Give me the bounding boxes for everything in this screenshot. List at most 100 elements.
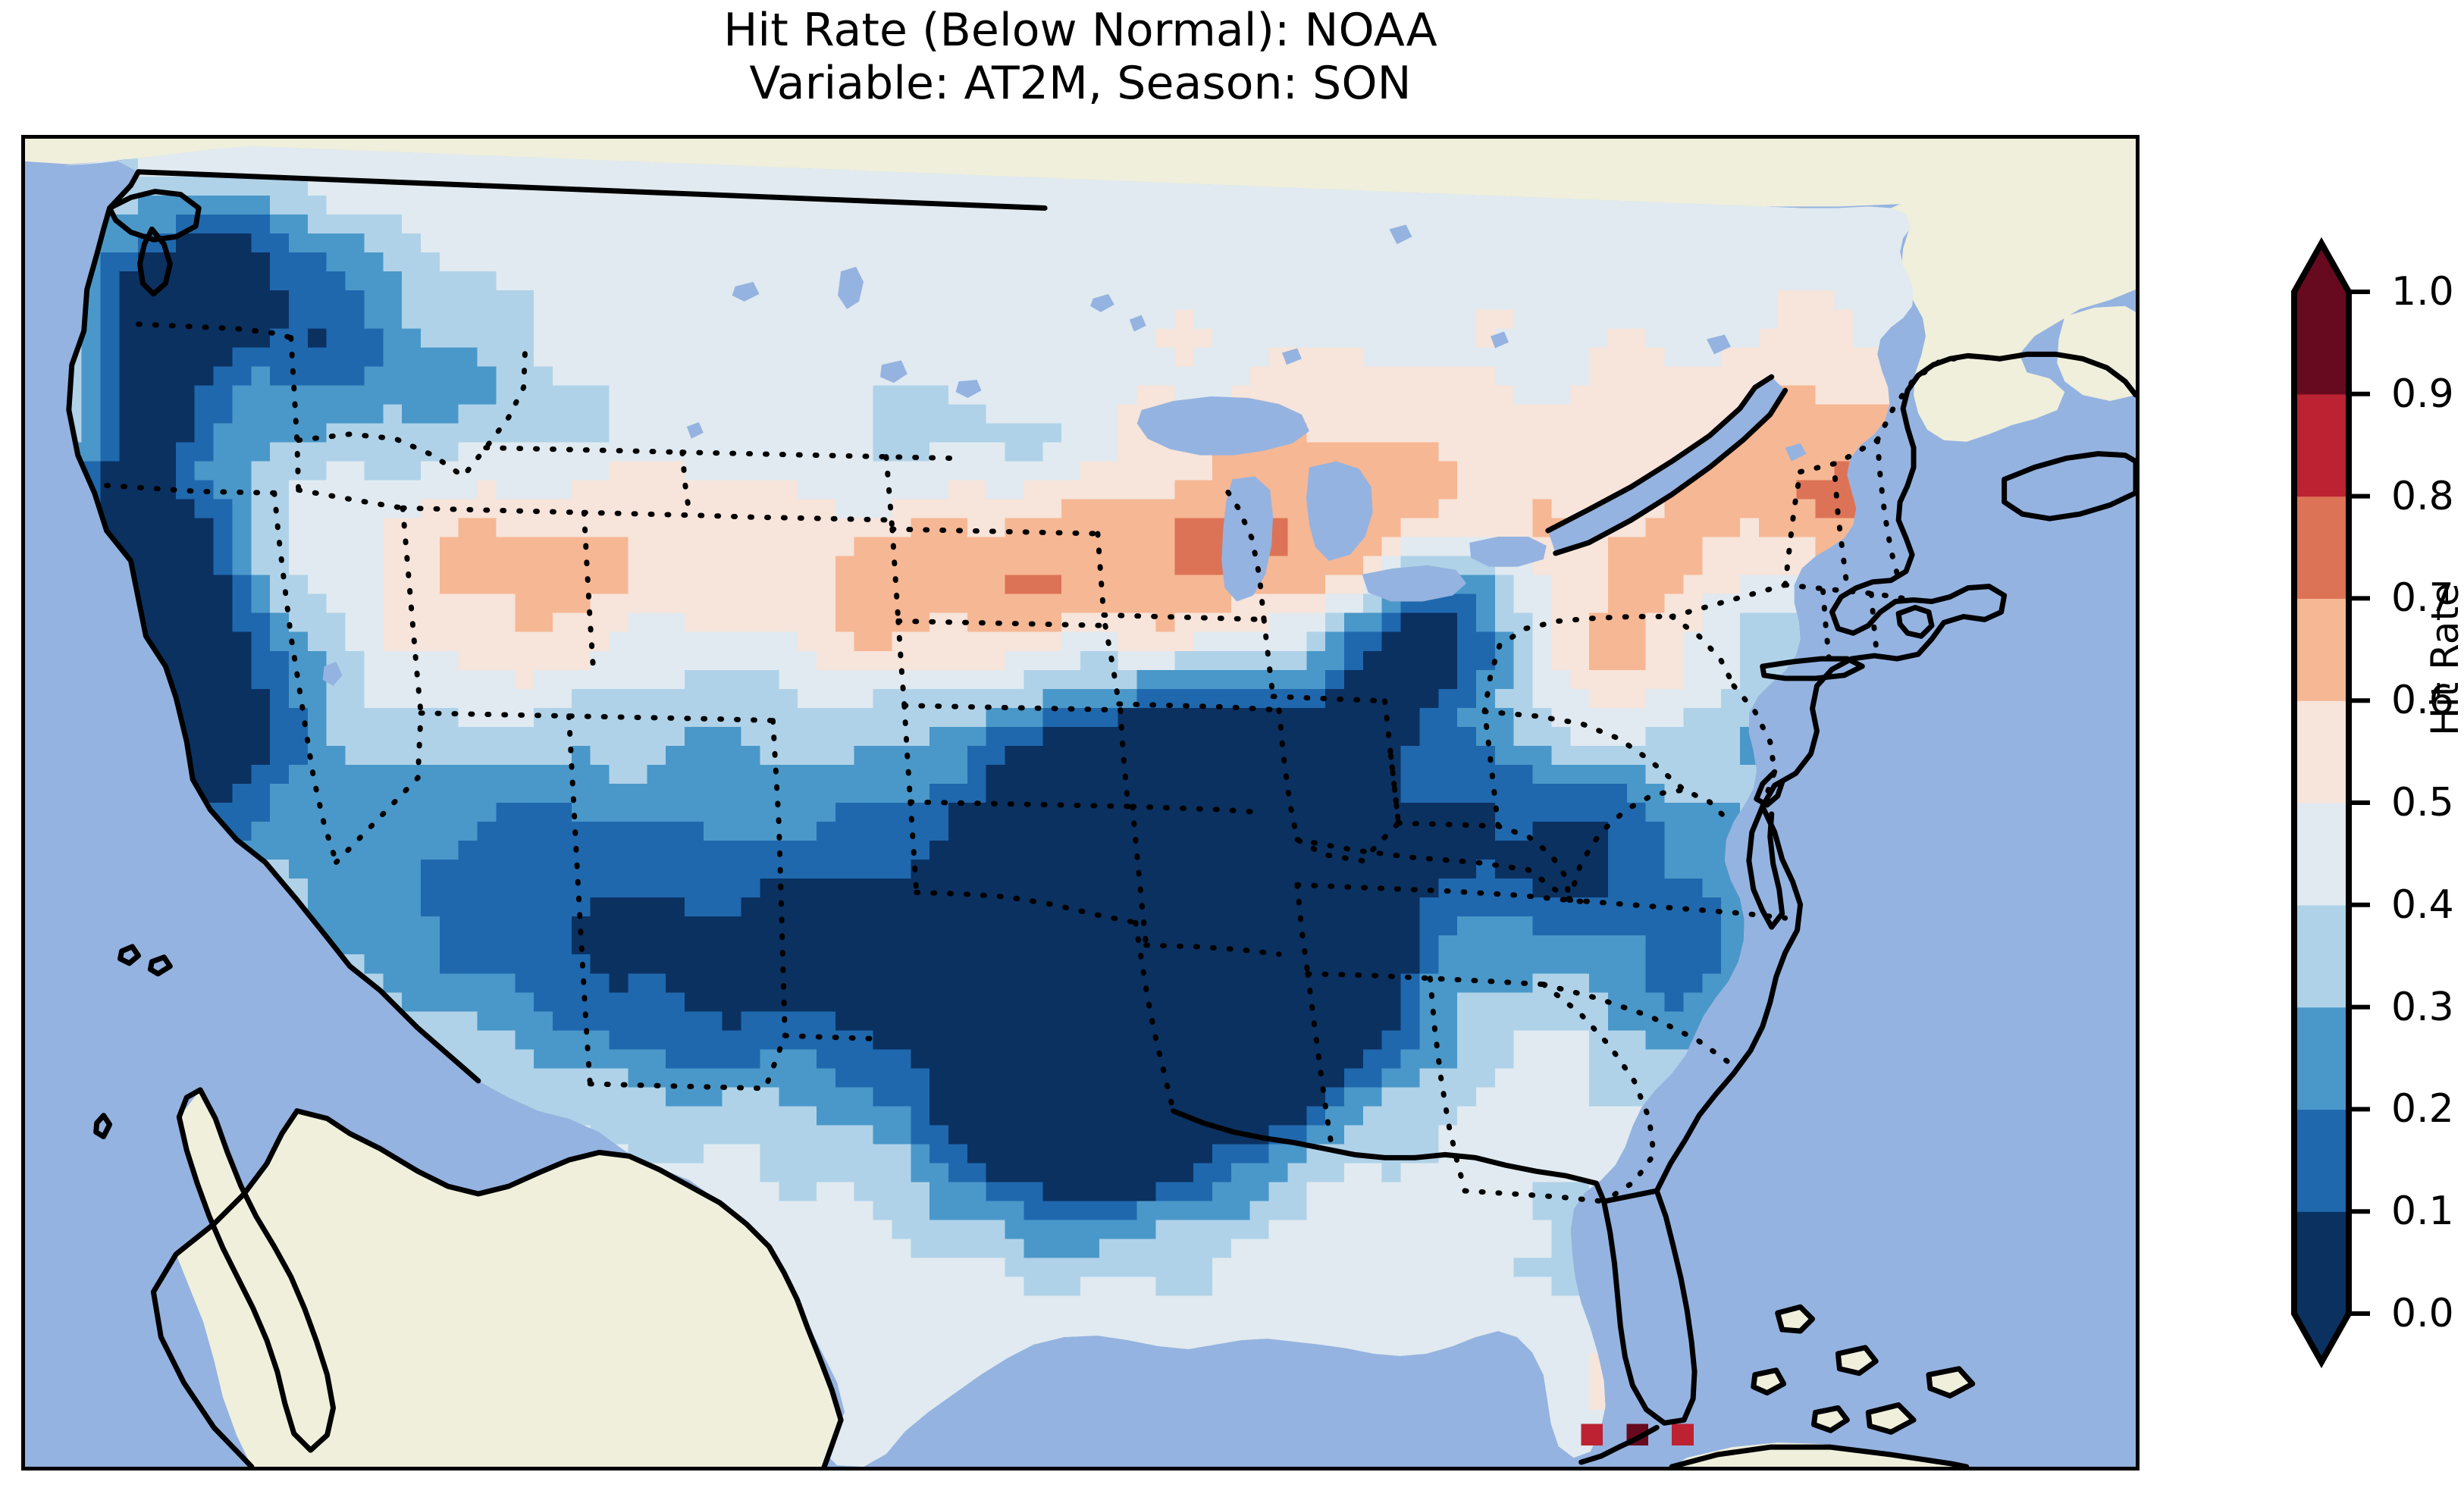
grid-cell: [1061, 745, 1081, 766]
grid-cell: [722, 461, 742, 481]
grid-cell: [1080, 233, 1100, 253]
grid-cell: [1306, 783, 1326, 803]
grid-cell: [703, 631, 723, 652]
grid-cell: [1024, 328, 1044, 349]
grid-cell: [1608, 935, 1628, 956]
grid-cell: [722, 480, 742, 500]
grid-cell: [307, 404, 328, 424]
grid-cell: [628, 860, 648, 879]
grid-cell: [1042, 177, 1062, 196]
grid-cell: [157, 366, 177, 387]
grid-cell: [232, 233, 252, 253]
grid-cell: [1155, 954, 1176, 975]
grid-cell: [194, 271, 215, 292]
grid-cell: [421, 935, 440, 956]
grid-cell: [213, 442, 234, 462]
grid-cell: [798, 480, 817, 500]
grid-cell: [817, 499, 836, 519]
grid-cell: [439, 688, 459, 709]
grid-cell: [364, 783, 384, 803]
grid-cell: [138, 556, 158, 576]
grid-cell: [835, 897, 855, 917]
grid-cell: [515, 707, 534, 728]
grid-cell: [1513, 935, 1534, 956]
grid-cell: [251, 745, 271, 766]
grid-cell: [326, 442, 346, 462]
landmass-canada: [25, 139, 2136, 211]
grid-cell: [326, 537, 346, 557]
grid-cell: [1400, 612, 1421, 633]
grid-cell: [364, 650, 384, 671]
grid-cell: [1080, 726, 1100, 747]
grid-cell: [1287, 707, 1308, 728]
map-plot-area: [21, 135, 2140, 1471]
grid-cell: [873, 328, 893, 349]
grid-cell: [1645, 556, 1666, 576]
grid-cell: [383, 650, 403, 671]
grid-cell: [986, 177, 1006, 196]
grid-cell: [685, 650, 704, 671]
grid-cell: [986, 745, 1006, 766]
grid-cell: [1740, 499, 1760, 519]
grid-cell: [798, 803, 817, 822]
grid-cell: [383, 707, 403, 728]
grid-cell: [1834, 215, 1854, 234]
grid-cell: [1155, 745, 1176, 766]
grid-cell: [289, 233, 309, 253]
grid-cell: [383, 860, 403, 879]
grid-cell: [948, 518, 968, 538]
grid-cell: [929, 935, 949, 956]
grid-cell: [307, 196, 328, 215]
grid-cell: [703, 385, 723, 406]
grid-cell: [251, 726, 271, 747]
grid-cell: [1570, 309, 1590, 330]
grid-cell: [1513, 252, 1534, 272]
grid-cell: [685, 404, 704, 424]
grid-cell: [1815, 290, 1835, 311]
grid-cell: [647, 196, 666, 215]
grid-cell: [948, 252, 968, 272]
grid-cell: [722, 404, 742, 424]
grid-cell: [628, 764, 648, 785]
grid-cell: [1551, 726, 1572, 747]
grid-cell: [779, 631, 798, 652]
grid-cell: [722, 233, 742, 253]
grid-cell: [1683, 290, 1704, 311]
grid-cell: [1174, 650, 1194, 671]
grid-cell: [779, 423, 798, 443]
grid-cell: [175, 404, 196, 424]
grid-cell: [1400, 347, 1421, 368]
grid-cell: [1702, 499, 1722, 519]
grid-cell: [1400, 366, 1421, 387]
grid-cell: [1494, 897, 1515, 917]
grid-cell: [1193, 650, 1213, 671]
grid-cell: [571, 385, 591, 406]
grid-cell: [892, 177, 912, 196]
grid-cell: [911, 215, 930, 234]
grid-cell: [270, 499, 290, 519]
grid-cell: [1796, 423, 1817, 443]
grid-cell: [722, 764, 742, 785]
grid-cell: [1589, 860, 1609, 879]
grid-cell: [496, 537, 516, 557]
grid-cell: [1268, 271, 1289, 292]
grid-cell: [1193, 726, 1213, 747]
grid-cell: [1099, 461, 1119, 481]
grid-cell: [817, 518, 836, 538]
grid-cell: [854, 916, 874, 936]
grid-cell: [666, 897, 685, 917]
grid-cell: [1758, 461, 1779, 481]
grid-cell: [534, 594, 553, 614]
grid-cell: [515, 803, 534, 822]
grid-cell: [666, 650, 685, 671]
grid-cell: [1174, 764, 1194, 785]
grid-cell: [439, 935, 459, 956]
grid-cell: [1325, 385, 1345, 406]
grid-cell: [1664, 537, 1685, 557]
grid-cell: [458, 669, 478, 690]
grid-cell: [1645, 233, 1666, 253]
grid-cell: [1626, 935, 1647, 956]
grid-cell: [157, 499, 177, 519]
grid-cell: [251, 764, 271, 785]
grid-cell: [1005, 328, 1025, 349]
